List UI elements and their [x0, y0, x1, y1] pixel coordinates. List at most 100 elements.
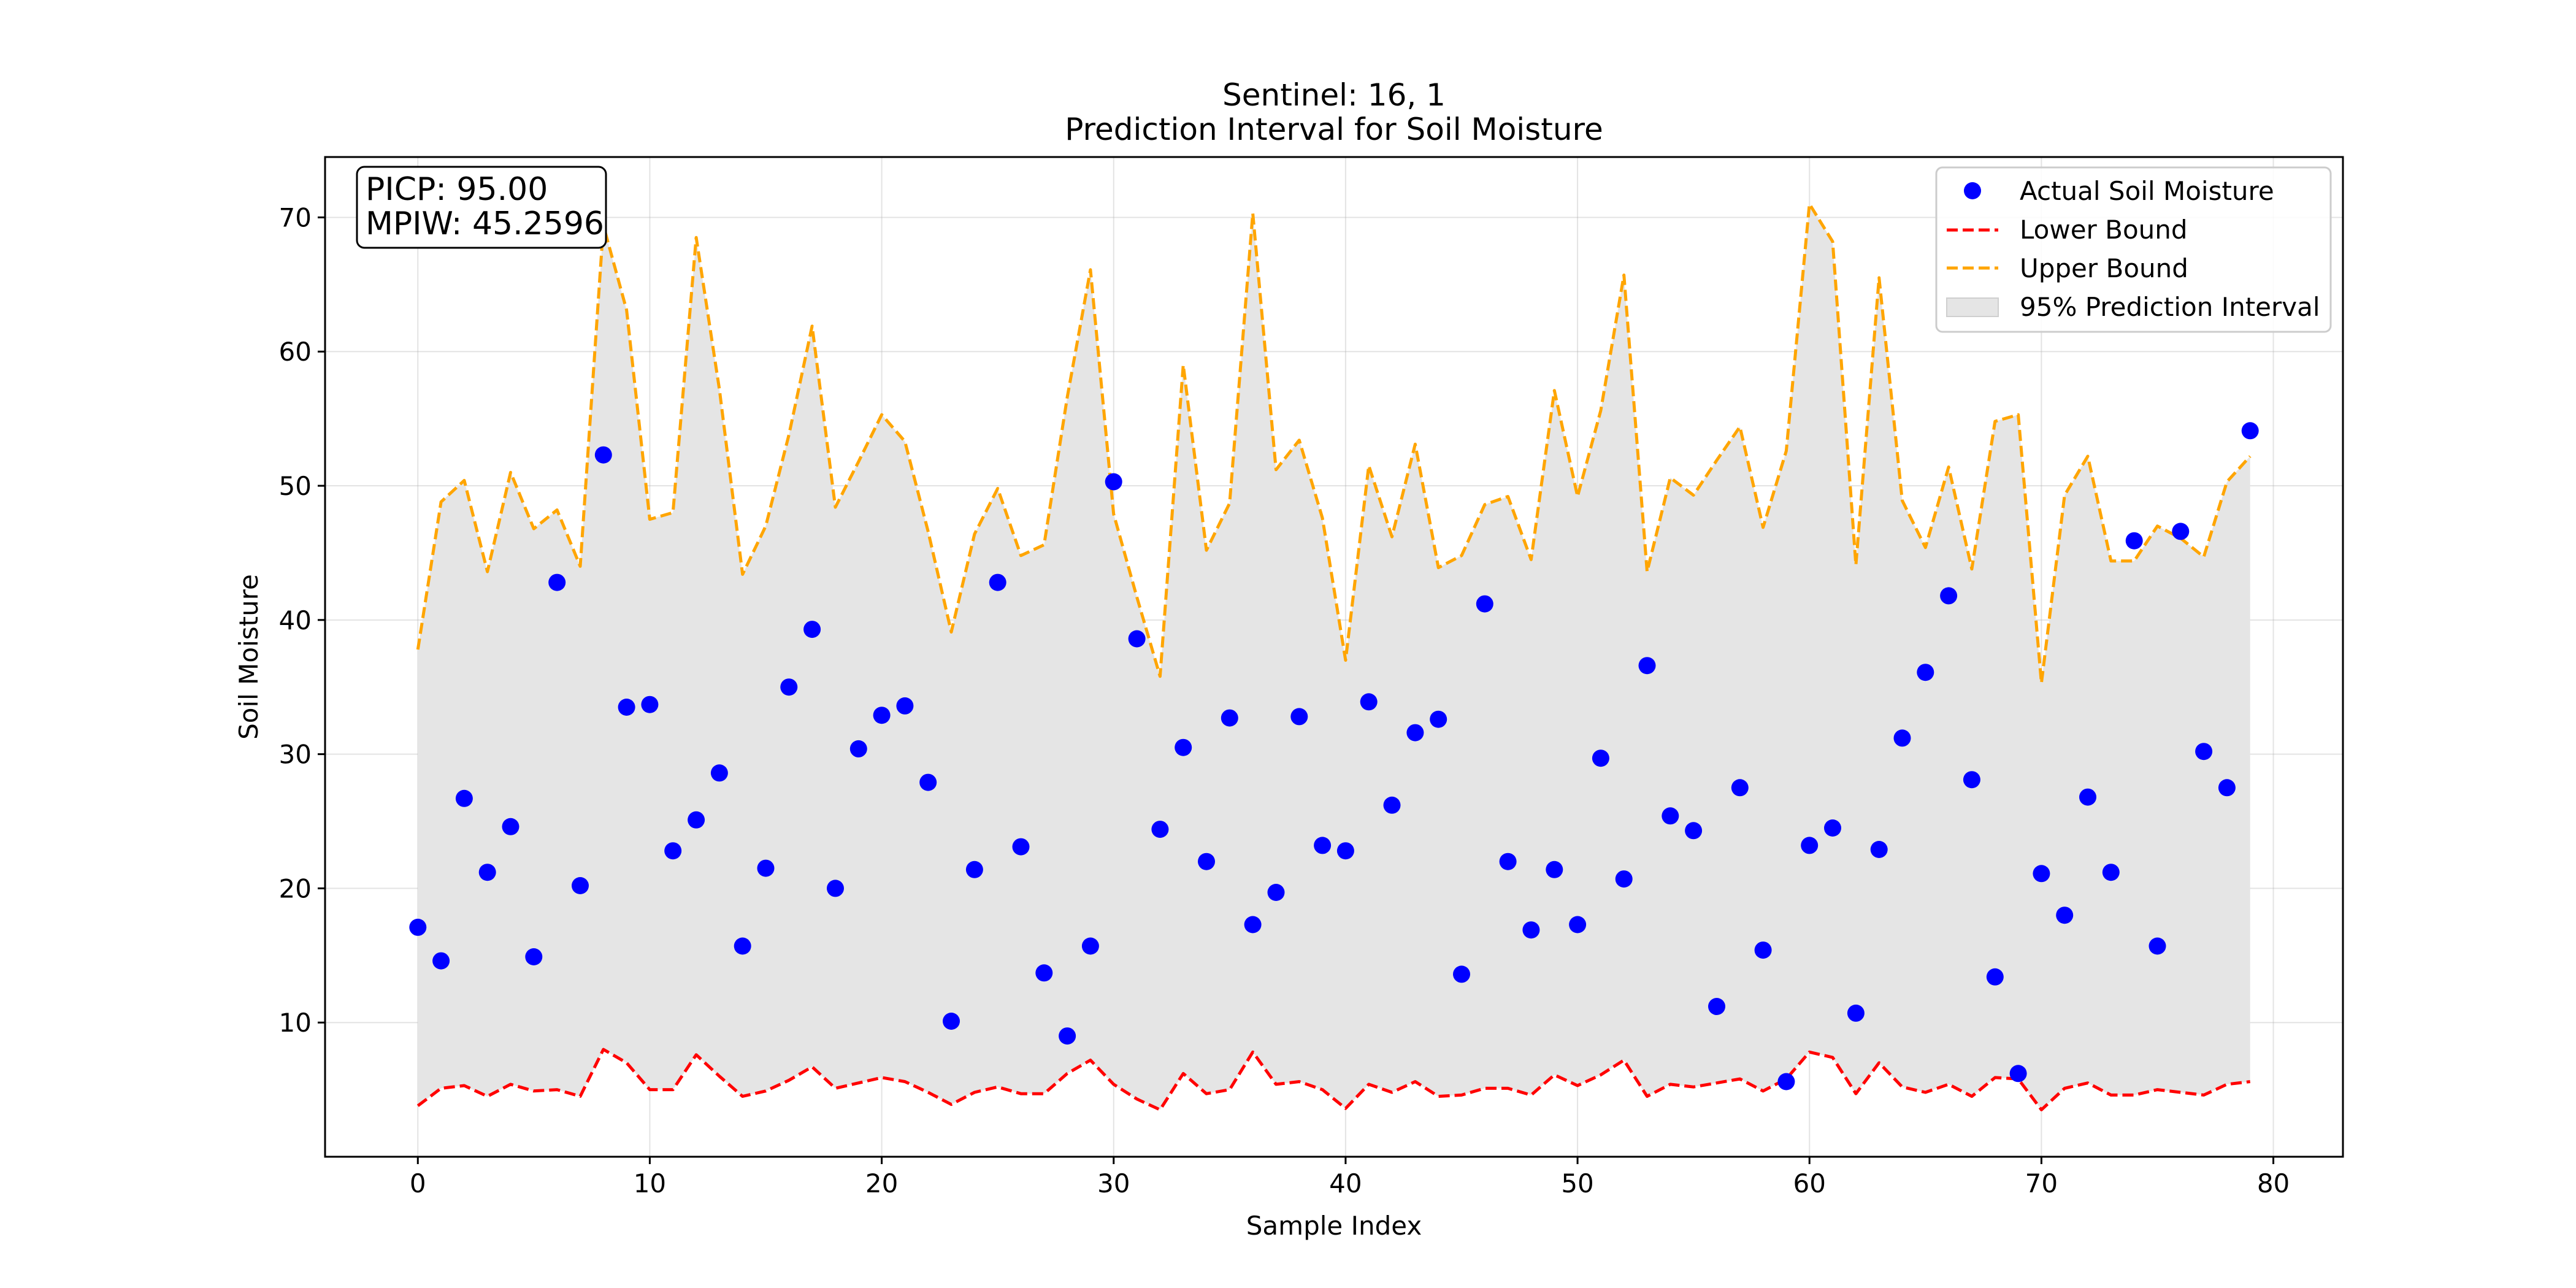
actual-point-79 — [2241, 422, 2259, 440]
actual-point-50 — [1569, 916, 1587, 933]
actual-point-41 — [1360, 693, 1378, 711]
actual-point-26 — [1012, 838, 1030, 856]
actual-point-76 — [2172, 523, 2190, 540]
x-axis-ticks: 0 10 20 30 40 50 60 70 80 — [410, 1157, 2290, 1198]
actual-point-65 — [1917, 664, 1934, 681]
x-tick-label-50: 50 — [1561, 1168, 1593, 1198]
actual-point-8 — [594, 446, 612, 464]
actual-point-77 — [2195, 743, 2213, 761]
stats-annotation: PICP: 95.00 MPIW: 45.2596 — [356, 166, 607, 249]
y-tick-label-20: 20 — [279, 873, 312, 903]
actual-point-22 — [919, 773, 937, 791]
actual-point-66 — [1940, 587, 1958, 605]
legend-marker-actual — [1964, 182, 1981, 199]
actual-point-36 — [1244, 916, 1262, 933]
actual-point-9 — [618, 699, 635, 716]
actual-point-25 — [989, 573, 1006, 591]
y-axis-ticks: 10 20 30 40 50 60 70 — [279, 202, 325, 1038]
x-tick-label-30: 30 — [1097, 1168, 1130, 1198]
prediction-interval-fill — [418, 204, 2250, 1110]
actual-point-31 — [1128, 630, 1146, 648]
y-tick-label-40: 40 — [279, 605, 312, 635]
mpiw-text: MPIW: 45.2596 — [366, 205, 604, 242]
actual-point-35 — [1221, 709, 1238, 727]
actual-point-14 — [734, 937, 751, 955]
actual-point-19 — [849, 740, 867, 757]
actual-point-38 — [1290, 708, 1308, 726]
actual-point-75 — [2149, 937, 2166, 955]
actual-point-52 — [1615, 870, 1633, 888]
actual-point-32 — [1151, 821, 1169, 838]
actual-point-44 — [1430, 710, 1447, 728]
actual-point-70 — [2033, 865, 2050, 883]
actual-point-73 — [2102, 864, 2120, 881]
actual-point-46 — [1476, 595, 1493, 613]
actual-point-2 — [455, 789, 473, 807]
actual-point-30 — [1105, 473, 1122, 491]
actual-point-0 — [409, 918, 427, 936]
actual-point-4 — [502, 818, 519, 835]
actual-point-57 — [1731, 779, 1749, 797]
x-tick-label-80: 80 — [2257, 1168, 2290, 1198]
y-axis-label: Soil Moisture — [234, 574, 264, 740]
actual-point-15 — [757, 859, 775, 877]
actual-point-34 — [1198, 853, 1215, 870]
y-tick-label-50: 50 — [279, 471, 312, 501]
actual-point-40 — [1336, 842, 1354, 860]
actual-point-71 — [2056, 907, 2074, 924]
x-tick-label-60: 60 — [1793, 1168, 1826, 1198]
actual-point-7 — [572, 877, 589, 894]
legend: Actual Soil Moisture Lower Bound Upper B… — [1935, 166, 2332, 333]
actual-point-54 — [1662, 807, 1679, 825]
actual-point-16 — [780, 678, 798, 696]
actual-point-48 — [1522, 921, 1540, 939]
actual-point-69 — [2009, 1065, 2027, 1083]
x-axis-label: Sample Index — [1246, 1211, 1422, 1241]
actual-point-20 — [873, 707, 891, 724]
actual-point-49 — [1546, 861, 1563, 878]
y-tick-label-10: 10 — [279, 1008, 312, 1038]
actual-point-11 — [664, 842, 682, 860]
actual-point-5 — [525, 948, 543, 965]
legend-label-interval: 95% Prediction Interval — [2020, 292, 2320, 322]
actual-point-21 — [896, 697, 914, 715]
actual-point-56 — [1708, 998, 1725, 1015]
upper-bound-line — [416, 202, 2252, 685]
x-tick-label-20: 20 — [865, 1168, 898, 1198]
actual-points — [409, 422, 2259, 1091]
x-tick-label-40: 40 — [1329, 1168, 1362, 1198]
actual-point-29 — [1081, 937, 1099, 955]
actual-point-59 — [1777, 1073, 1795, 1091]
legend-label-upper: Upper Bound — [2020, 253, 2188, 283]
actual-point-33 — [1175, 738, 1192, 756]
y-tick-label-30: 30 — [279, 740, 312, 770]
actual-point-23 — [943, 1013, 960, 1030]
plot-frame — [324, 156, 2344, 1158]
actual-point-58 — [1754, 941, 1772, 959]
x-tick-label-0: 0 — [410, 1168, 426, 1198]
actual-point-18 — [827, 880, 844, 897]
x-tick-label-70: 70 — [2025, 1168, 2058, 1198]
actual-point-55 — [1685, 822, 1703, 840]
lower-bound-line — [416, 1048, 2250, 1111]
actual-point-61 — [1824, 819, 1841, 837]
actual-point-6 — [548, 573, 566, 591]
y-tick-label-70: 70 — [279, 202, 312, 232]
actual-point-27 — [1035, 964, 1053, 982]
actual-point-10 — [641, 696, 659, 713]
chart-title: Sentinel: 16, 1 — [1222, 77, 1446, 113]
y-tick-label-60: 60 — [279, 337, 312, 367]
actual-point-42 — [1383, 796, 1401, 814]
actual-point-63 — [1870, 841, 1888, 858]
actual-point-72 — [2079, 788, 2096, 806]
legend-label-lower: Lower Bound — [2020, 215, 2188, 245]
x-tick-label-10: 10 — [634, 1168, 666, 1198]
chart-subtitle: Prediction Interval for Soil Moisture — [1065, 112, 1603, 147]
actual-point-1 — [432, 952, 450, 970]
prediction-interval-area — [418, 204, 2250, 1110]
actual-point-39 — [1314, 837, 1332, 854]
actual-point-12 — [688, 811, 705, 829]
stats-box — [356, 166, 607, 249]
actual-point-74 — [2125, 532, 2143, 550]
